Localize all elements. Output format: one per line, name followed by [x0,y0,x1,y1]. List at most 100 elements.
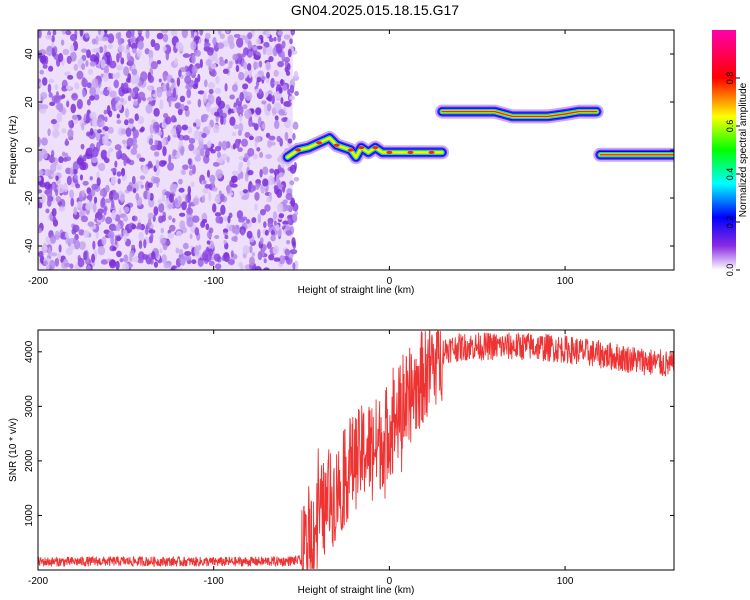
noise-blob [73,206,78,216]
noise-blob [206,47,214,56]
noise-blob [78,229,85,236]
noise-blob [121,139,127,144]
noise-blob [252,185,256,192]
noise-blob [38,227,43,234]
noise-blob [267,90,273,96]
noise-blob [108,259,117,269]
noise-blob [151,251,156,260]
noise-blob [210,63,217,69]
noise-blob [175,41,183,50]
spectrogram-y-tick-label: -40 [24,238,35,253]
noise-blob [100,149,108,160]
noise-blob [227,259,235,265]
noise-blob [79,30,84,37]
noise-blob [238,161,244,168]
noise-blob [219,56,224,62]
noise-blob [49,101,56,106]
noise-blob [68,120,73,127]
noise-blob [112,192,120,201]
noise-blob [55,189,59,197]
noise-blob [107,43,113,50]
snr-x-tick-label: 100 [557,576,574,587]
noise-blob [194,35,200,41]
noise-blob [192,197,200,206]
noise-blob [283,34,291,40]
noise-blob [114,73,120,79]
noise-blob [137,115,145,125]
noise-blob [125,30,132,39]
noise-blob [116,64,124,71]
noise-blob [275,224,280,232]
noise-blob [276,135,282,143]
noise-blob [82,154,87,162]
noise-blob [254,203,258,211]
noise-blob [85,113,90,124]
noise-blob [200,148,205,157]
noise-blob [50,235,57,244]
noise-blob [259,168,263,178]
noise-blob [236,37,244,48]
noise-blob [292,121,299,130]
noise-blob [270,234,276,242]
noise-blob [168,215,172,221]
noise-blob [255,179,262,184]
noise-blob [289,164,297,174]
noise-blob [161,137,166,148]
noise-blob [197,90,205,95]
noise-blob [194,245,200,256]
noise-blob [164,191,172,196]
noise-blob [225,30,230,34]
noise-blob [264,229,269,236]
noise-blob [243,61,248,70]
noise-blob [167,162,175,171]
noise-blob [233,224,240,235]
noise-blob [192,164,196,175]
noise-blob [60,39,65,46]
noise-blob [214,196,221,204]
noise-blob [168,97,172,108]
noise-blob [141,165,149,174]
noise-blob [181,124,188,131]
noise-blob [280,97,284,104]
noise-blob [123,66,130,76]
noise-blob [255,107,262,116]
noise-blob [109,90,117,99]
noise-blob [273,184,279,191]
noise-blob [207,94,212,100]
noise-blob [245,91,253,101]
noise-blob [277,35,282,43]
noise-blob [76,157,84,166]
noise-blob [87,221,95,227]
signal-peak [407,150,414,154]
noise-blob [229,94,235,100]
noise-blob [72,238,77,245]
noise-blob [57,183,65,194]
noise-blob [95,132,101,141]
noise-blob [263,258,267,264]
noise-blob [49,259,56,270]
noise-blob [265,61,271,71]
noise-blob [101,129,106,135]
noise-blob [201,132,207,138]
noise-blob [148,49,154,60]
noise-blob [241,138,249,147]
noise-blob [215,169,223,179]
noise-blob [136,153,142,159]
noise-blob [70,197,75,207]
noise-blob [147,212,154,219]
noise-blob [212,124,220,134]
noise-blob [185,84,190,90]
noise-blob [82,89,86,98]
noise-blob [167,135,171,142]
noise-blob [247,32,253,40]
noise-blob [91,183,99,190]
noise-blob [137,30,143,34]
noise-blob [149,124,154,135]
noise-blob [61,30,67,35]
noise-blob [160,30,169,34]
noise-blob [215,115,219,123]
noise-blob [39,108,47,114]
noise-blob [230,250,234,258]
noise-blob [259,237,264,245]
noise-blob [138,231,144,241]
